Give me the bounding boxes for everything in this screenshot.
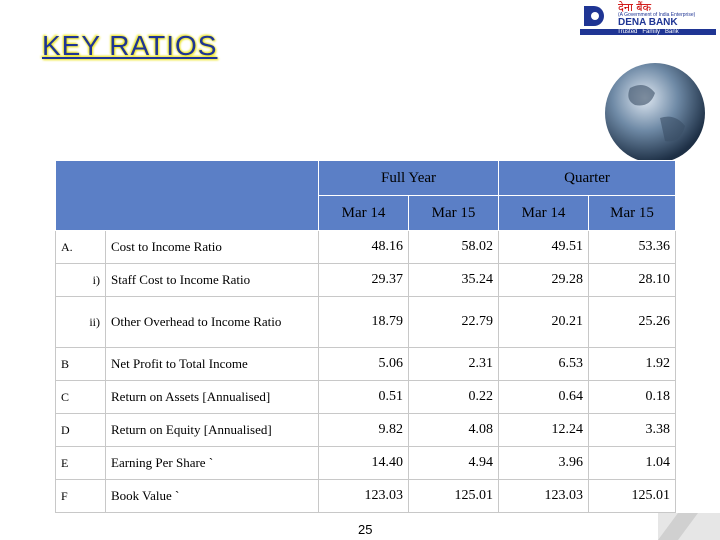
row-value: 123.03 [318, 479, 409, 513]
table-row: A. Cost to Income Ratio 48.16 58.02 49.51 53.… [55, 230, 677, 264]
row-value: 14.40 [318, 446, 409, 480]
row-value: 53.36 [588, 230, 677, 264]
row-value: 0.51 [318, 380, 409, 414]
row-value: 125.01 [588, 479, 677, 513]
row-value: 4.94 [407, 446, 500, 480]
row-value: 18.79 [318, 296, 409, 348]
row-value: 48.16 [318, 230, 409, 264]
row-value: 5.06 [318, 347, 409, 381]
header-blank [55, 160, 319, 231]
row-value: 0.22 [407, 380, 500, 414]
row-index: C [55, 380, 106, 414]
table-row: Full Year Quarter [55, 160, 677, 231]
table-row: E Earning Per Share ` 14.40 4.94 3.96 1.04 [55, 446, 677, 480]
period-header: Mar 15 [588, 195, 677, 231]
table-row: ii) Other Overhead to Income Ratio 18.79 22… [55, 296, 677, 348]
slide-title: KEY RATIOS [42, 30, 218, 61]
row-value: 25.26 [588, 296, 677, 348]
table-row: C Return on Assets [Annualised] 0.51 0.22 0.… [55, 380, 677, 414]
row-label: Staff Cost to Income Ratio [105, 263, 319, 297]
corner-decoration [658, 513, 720, 540]
row-label: Earning Per Share ` [105, 446, 319, 480]
row-value: 6.53 [498, 347, 590, 381]
row-value: 35.24 [407, 263, 500, 297]
logo-subtitle: (A Government of India Enterprise) [618, 12, 696, 18]
row-value: 125.01 [407, 479, 500, 513]
row-index: i) [55, 263, 106, 297]
row-value: 58.02 [407, 230, 500, 264]
row-index: A. [55, 230, 106, 264]
table-row: D Return on Equity [Annualised] 9.82 4.08 12… [55, 413, 677, 447]
row-label: Other Overhead to Income Ratio [105, 296, 319, 348]
row-label: Book Value ` [105, 479, 319, 513]
row-value: 0.18 [588, 380, 677, 414]
period-header: Mar 14 [498, 195, 590, 231]
logo-tagline: Trusted Family Bank [580, 29, 716, 35]
period-header: Mar 14 [318, 195, 409, 231]
ratios-table: Full Year Quarter Mar 14 Mar 15 Mar 14 Mar 15… [55, 160, 677, 513]
row-index: B [55, 347, 106, 381]
logo-hindi: देना बैंक [618, 1, 652, 14]
row-index: D [55, 413, 106, 447]
row-value: 28.10 [588, 263, 677, 297]
row-value: 29.28 [498, 263, 590, 297]
row-label: Net Profit to Total Income [105, 347, 319, 381]
row-value: 22.79 [407, 296, 500, 348]
table-row: B Net Profit to Total Income 5.06 2.31 6.53 1… [55, 347, 677, 381]
page-number: 25 [358, 522, 373, 537]
row-index: E [55, 446, 106, 480]
group-header: Quarter [498, 160, 677, 196]
row-label: Cost to Income Ratio [105, 230, 319, 264]
row-label: Return on Equity [Annualised] [105, 413, 319, 447]
row-value: 2.31 [407, 347, 500, 381]
row-value: 0.64 [498, 380, 590, 414]
row-value: 3.96 [498, 446, 590, 480]
logo: देना बैंक (A Government of India Enterpr… [578, 1, 718, 36]
row-value: 20.21 [498, 296, 590, 348]
globe [605, 63, 705, 163]
table-row: i) Staff Cost to Income Ratio 29.37 35.24 29… [55, 263, 677, 297]
row-value: 1.92 [588, 347, 677, 381]
row-value: 4.08 [407, 413, 500, 447]
row-value: 123.03 [498, 479, 590, 513]
logo-name: DENA BANK [618, 17, 678, 28]
row-value: 3.38 [588, 413, 677, 447]
logo-mark [584, 6, 604, 26]
row-value: 12.24 [498, 413, 590, 447]
row-value: 29.37 [318, 263, 409, 297]
table-row: F Book Value ` 123.03 125.01 123.03 125.01 [55, 479, 677, 513]
period-header: Mar 15 [407, 195, 500, 231]
row-label: Return on Assets [Annualised] [105, 380, 319, 414]
row-index: ii) [55, 296, 106, 348]
table-row: Mar 14 Mar 15 Mar 14 Mar 15 [56, 195, 677, 231]
row-index: F [55, 479, 106, 513]
row-value: 49.51 [498, 230, 590, 264]
group-header: Full Year [317, 160, 500, 196]
row-value: 1.04 [588, 446, 677, 480]
row-value: 9.82 [318, 413, 409, 447]
